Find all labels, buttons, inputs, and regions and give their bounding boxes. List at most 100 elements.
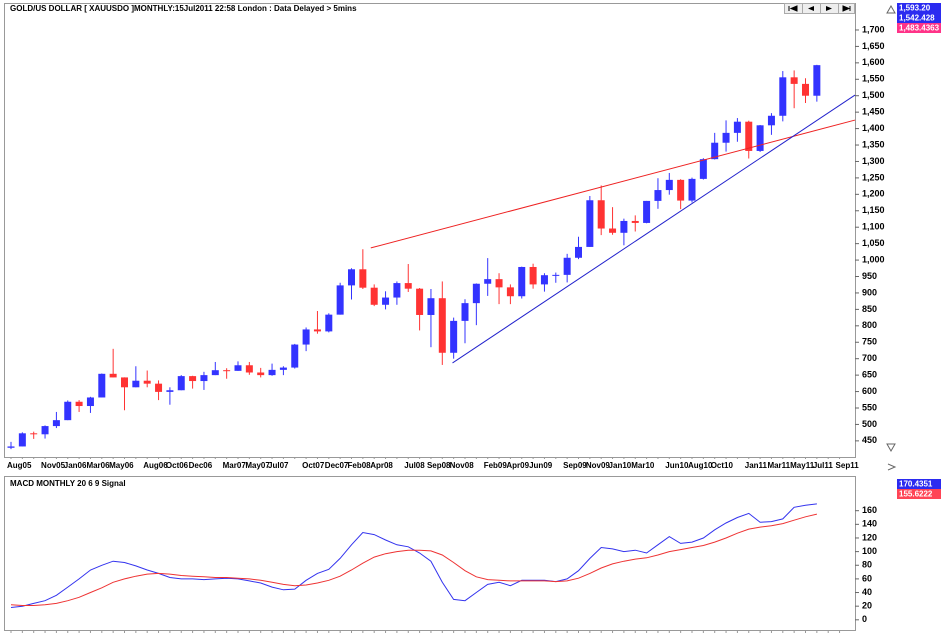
x-tick-label: Aug10 (688, 461, 713, 470)
candle-body (336, 285, 344, 315)
x-tick-label: Jul08 (404, 461, 425, 470)
candle-body (495, 279, 503, 288)
candle-body (404, 283, 412, 289)
candle-body (382, 297, 390, 305)
x-tick-label: Jan11 (745, 461, 768, 470)
candle-body (359, 269, 367, 288)
candle-body (98, 373, 106, 398)
candle-body (427, 298, 435, 315)
x-tick-label: Mar10 (631, 461, 655, 470)
scroll-down[interactable] (886, 443, 896, 453)
last-value-label: 1,593.20 (899, 4, 931, 13)
prev-icon (808, 6, 814, 11)
x-tick-label: Aug05 (7, 461, 32, 470)
x-tick-label: Apr08 (370, 461, 393, 470)
candle-body (302, 329, 310, 345)
y-tick-label: 700 (862, 353, 877, 363)
y-tick-label: 0 (862, 614, 867, 624)
candle-body (348, 269, 355, 286)
y-tick-label: 1,100 (862, 222, 885, 232)
y-tick-label: 550 (862, 402, 877, 412)
candle-body (86, 397, 94, 407)
y-tick-label: 500 (862, 419, 877, 429)
y-tick-label: 950 (862, 271, 877, 281)
candle-body (472, 283, 480, 304)
y-tick-label: 1,000 (862, 254, 885, 264)
last-value-flag (897, 23, 941, 33)
y-tick-label: 1,400 (862, 123, 885, 133)
y-tick-label: 1,350 (862, 139, 885, 149)
candle-body (155, 383, 163, 392)
x-tick-label: Feb09 (484, 461, 508, 470)
y-tick-label: 1,500 (862, 90, 885, 100)
y-tick-label: 100 (862, 546, 877, 556)
candle-body (189, 376, 197, 382)
y-tick-label: 120 (862, 532, 877, 542)
scroll-right[interactable] (887, 463, 897, 471)
x-tick-label: Jan10 (609, 461, 632, 470)
last-value-flag (897, 489, 941, 499)
candle-body (370, 287, 378, 305)
candle-body (529, 266, 537, 285)
candle-body (121, 377, 128, 388)
x-tick-label: Sep09 (563, 461, 587, 470)
candle-body (18, 433, 26, 447)
candle-body (132, 380, 140, 388)
candle-body (279, 367, 287, 370)
candle-body (461, 303, 469, 321)
candle-body (393, 283, 401, 298)
candle-body (30, 433, 38, 435)
last-value-flag (897, 3, 941, 13)
y-tick-label: 20 (862, 601, 872, 611)
candle-body (7, 446, 15, 448)
candle-body (631, 220, 639, 223)
candle-body (223, 370, 231, 372)
candle-body (200, 375, 208, 382)
candle-body (177, 376, 185, 391)
x-tick-label: Nov05 (41, 461, 66, 470)
nav-buttons (784, 3, 855, 14)
candle-body (484, 279, 492, 284)
candle-body (620, 220, 628, 233)
x-tick-label: Feb08 (348, 461, 372, 470)
scroll-up[interactable] (886, 4, 896, 14)
candle-body (257, 372, 265, 376)
macd-title: MACD MONTHLY 20 6 9 Signal (10, 479, 126, 488)
first-icon (788, 5, 798, 12)
candle-body (291, 344, 299, 368)
last-value-flag (897, 479, 941, 489)
x-tick-label: Dec07 (325, 461, 349, 470)
x-tick-label: Mar06 (86, 461, 110, 470)
candle-body (597, 200, 605, 229)
candle-body (268, 369, 276, 376)
trendline (452, 94, 856, 364)
candle-body (586, 200, 594, 247)
candle-body (779, 77, 787, 116)
candle-body (699, 159, 707, 179)
y-tick-label: 1,250 (862, 172, 885, 182)
last-value-label: 1,483.4363 (899, 24, 940, 33)
y-tick-label: 1,600 (862, 57, 885, 67)
x-tick-label: Nov09 (586, 461, 611, 470)
candle-body (166, 390, 174, 392)
candle-body (688, 178, 696, 201)
candle-body (552, 274, 560, 276)
last-icon (842, 5, 851, 12)
x-tick-label: Sep08 (427, 461, 451, 470)
y-tick-label: 1,700 (862, 24, 885, 34)
x-tick-label: Oct06 (166, 461, 189, 470)
x-tick-label: Jun10 (665, 461, 689, 470)
y-tick-label: 60 (862, 573, 872, 583)
x-tick-label: Sep11 (836, 461, 860, 470)
candle-body (245, 365, 253, 373)
candle-body (41, 426, 49, 435)
candle-body (609, 228, 617, 233)
trendline (370, 119, 856, 249)
y-tick-label: 1,300 (862, 156, 885, 166)
y-tick-label: 850 (862, 304, 877, 314)
candle-body (325, 314, 333, 332)
y-tick-label: 40 (862, 587, 872, 597)
last-value-label: 155.6222 (899, 490, 933, 499)
